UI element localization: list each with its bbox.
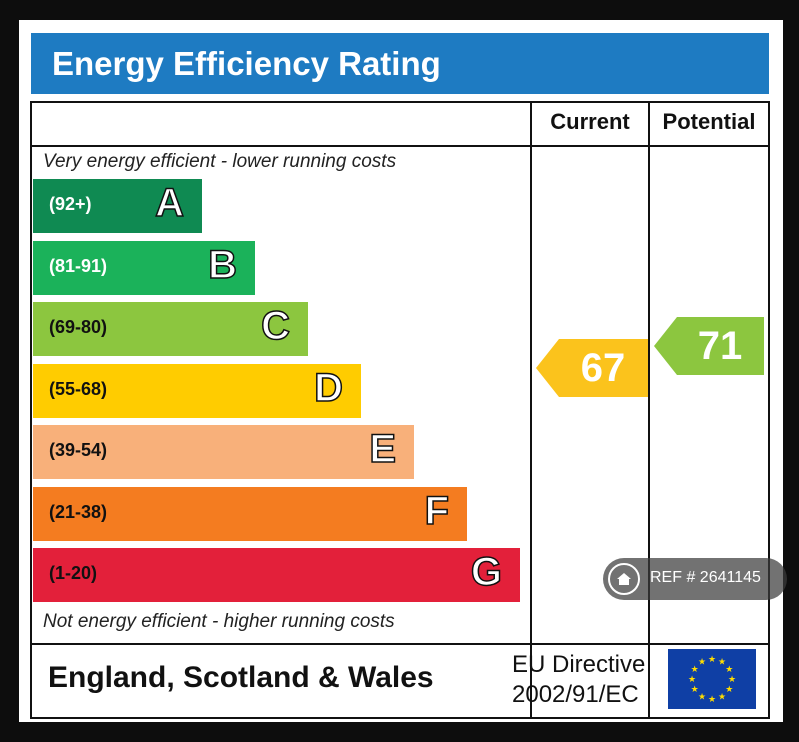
band-letter-d: D	[313, 365, 343, 411]
band-f: (21-38) F	[33, 486, 467, 541]
title-bar: Energy Efficiency Rating	[31, 33, 769, 94]
reference-number: REF # 2641145	[650, 569, 761, 586]
eu-star-icon: ★	[725, 685, 733, 695]
note-inefficient: Not energy efficient - higher running co…	[43, 611, 395, 632]
eu-star-icon: ★	[691, 685, 699, 695]
band-g: (1-20) G	[33, 548, 520, 602]
band-range-b: (81-91)	[49, 255, 108, 276]
eu-star-icon: ★	[728, 675, 736, 685]
column-header-current: Current	[550, 109, 630, 134]
band-range-d: (55-68)	[49, 378, 108, 399]
eu-star-icon: ★	[698, 658, 706, 668]
band-d: (55-68) D	[33, 363, 361, 418]
band-b: (81-91) B	[33, 240, 255, 295]
eu-star-icon: ★	[718, 692, 726, 702]
band-range-f: (21-38)	[49, 501, 108, 522]
header-divider	[32, 145, 768, 147]
epc-card: Energy Efficiency Rating Current Potenti…	[19, 20, 783, 722]
band-c: (69-80) C	[33, 302, 308, 356]
home-icon[interactable]	[608, 563, 640, 595]
eu-star-icon: ★	[708, 695, 716, 705]
band-letter-b: B	[207, 242, 237, 288]
current-rating-arrow-value: 67	[580, 345, 626, 390]
eu-star-icon: ★	[691, 665, 699, 675]
directive-line-1: EU Directive	[512, 651, 646, 678]
band-letter-g: G	[470, 549, 503, 595]
potential-rating-arrow-value: 71	[697, 324, 743, 369]
column-header-potential: Potential	[662, 109, 756, 134]
band-letter-e: E	[369, 426, 397, 472]
band-e: (39-54) E	[33, 425, 414, 479]
potential-rating-arrow: 71	[654, 317, 764, 376]
eu-star-icon: ★	[688, 675, 696, 685]
eu-star-icon: ★	[725, 665, 733, 675]
band-range-g: (1-20)	[49, 563, 98, 583]
band-range-a: (92+)	[49, 194, 92, 214]
band-range-e: (39-54)	[49, 440, 108, 460]
footer-divider	[32, 643, 768, 645]
current-rating-arrow: 67	[536, 338, 648, 397]
band-letter-f: F	[424, 488, 450, 534]
divider-current	[530, 103, 532, 717]
eu-directive: EU Directive 2002/91/EC	[512, 650, 645, 710]
band-letter-c: C	[260, 303, 290, 349]
eu-star-icon: ★	[708, 655, 716, 665]
note-efficient: Very energy efficient - lower running co…	[43, 151, 397, 172]
chart-title: Energy Efficiency Rating	[52, 45, 441, 82]
reference-badge[interactable]: REF # 2641145	[603, 558, 787, 600]
eu-star-icon: ★	[718, 658, 726, 668]
band-range-c: (69-80)	[49, 317, 108, 337]
band-letter-a: A	[154, 180, 184, 226]
eu-star-icon: ★	[698, 692, 706, 702]
divider-potential	[648, 103, 650, 717]
directive-line-2: 2002/91/EC	[512, 681, 639, 708]
rating-table: Current Potential Very energy efficient …	[30, 101, 770, 719]
band-a: (92+) A	[33, 179, 202, 233]
region-label: England, Scotland & Wales	[48, 661, 434, 694]
eu-flag-icon: ★ ★ ★ ★ ★ ★ ★ ★ ★ ★ ★ ★	[668, 649, 756, 709]
